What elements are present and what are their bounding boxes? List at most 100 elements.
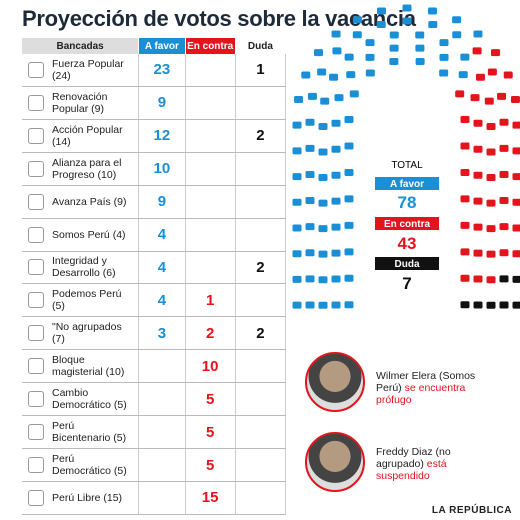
party-cell: Perú Libre (15) <box>22 481 140 514</box>
party-name: Podemos Perú (5) <box>52 288 122 313</box>
seat <box>305 144 315 152</box>
vote-cell: 9 <box>139 185 186 218</box>
seat <box>331 301 341 309</box>
note-status: está suspendido <box>376 458 447 482</box>
seat <box>349 90 359 98</box>
seat <box>320 97 330 105</box>
seat <box>292 250 302 258</box>
seat <box>452 31 462 39</box>
vote-cell <box>236 481 287 514</box>
party-cell: Bloque magisterial (10) <box>22 350 140 383</box>
note-name: Wilmer Elera (Somos Perú) <box>376 370 476 394</box>
party-name: Perú Libre (15) <box>52 491 123 504</box>
seat <box>499 249 509 257</box>
seat <box>415 44 425 52</box>
seat <box>344 248 354 256</box>
party-logo <box>28 489 44 506</box>
vote-cell: 9 <box>139 86 186 119</box>
seat <box>473 197 483 205</box>
header-cell: Bancadas <box>22 38 140 54</box>
note-name: Freddy Diaz (no agrupado) <box>376 446 451 470</box>
vote-cell: 15 <box>186 481 236 514</box>
seat <box>292 301 302 309</box>
party-name: Cambio Democrático (5) <box>52 387 127 412</box>
vote-cell <box>139 481 186 514</box>
party-cell: Renovación Popular (9) <box>22 86 140 119</box>
seat <box>305 223 315 231</box>
seat <box>499 144 509 152</box>
seat <box>428 20 438 28</box>
title: Proyección de votos sobre la vacancia <box>22 6 416 31</box>
seat <box>332 47 342 55</box>
contra-label: En contra <box>384 219 431 230</box>
seat <box>318 250 328 258</box>
vote-cell: 23 <box>139 54 186 86</box>
source: LA REPÚBLICA <box>431 505 512 516</box>
seat <box>329 73 339 81</box>
total-label: TOTAL <box>391 160 423 171</box>
seat <box>499 118 509 126</box>
vote-cell <box>139 350 186 383</box>
seat <box>473 301 483 309</box>
seat <box>318 199 328 207</box>
party-logo <box>28 193 44 210</box>
party-logo <box>28 127 44 144</box>
party-logo <box>28 325 44 342</box>
vote-cell <box>139 416 186 449</box>
seat <box>352 16 362 24</box>
vote-cell: 1 <box>186 284 236 317</box>
seat <box>331 30 341 38</box>
seat <box>377 7 387 15</box>
seat <box>439 69 449 77</box>
party-name: Alianza para el Progreso (10) <box>52 156 122 181</box>
seat <box>331 197 341 205</box>
seat <box>314 49 324 57</box>
seat <box>331 119 341 127</box>
duda-total: 7 <box>402 274 411 293</box>
seat <box>305 301 315 309</box>
seat <box>318 301 328 309</box>
favor-total: 78 <box>398 193 417 212</box>
table-row: Podemos Perú (5) 4 1 <box>22 284 287 318</box>
seat <box>292 224 302 232</box>
label-bg <box>375 177 439 190</box>
seat <box>460 53 470 61</box>
seat <box>486 148 496 156</box>
seat <box>472 47 482 55</box>
seat <box>475 73 485 81</box>
seat <box>458 71 468 79</box>
seat <box>415 31 425 39</box>
seat <box>294 96 304 104</box>
party-cell: Perú Bicentenario (5) <box>22 416 140 449</box>
party-logo <box>28 226 44 243</box>
seat <box>490 49 500 57</box>
party-cell: Acción Popular (14) <box>22 119 140 152</box>
seat <box>473 275 483 283</box>
vote-cell: 1 <box>236 54 287 86</box>
seat <box>415 58 425 66</box>
votes-table: Bancadas A favor En contra Duda Fuerza P… <box>22 38 287 515</box>
vote-cell <box>236 350 287 383</box>
table-row: Perú Democrático (5) 5 <box>22 449 287 482</box>
seat <box>344 274 354 282</box>
seat-group <box>292 4 483 309</box>
vote-cell <box>139 449 186 481</box>
seat <box>305 170 315 178</box>
seat <box>470 94 480 102</box>
seat <box>473 171 483 179</box>
seat <box>365 53 375 61</box>
seat <box>486 122 496 130</box>
seat <box>389 31 399 39</box>
seat <box>503 71 513 79</box>
seat <box>473 145 483 153</box>
party-cell: Perú Democrático (5) <box>22 449 140 481</box>
vote-cell <box>186 185 236 218</box>
seat <box>292 147 302 155</box>
seat <box>331 223 341 231</box>
seat <box>344 116 354 124</box>
vote-cell: 5 <box>186 449 236 481</box>
seat <box>460 301 470 309</box>
header-cell: Duda <box>236 38 287 54</box>
table-row: Integridad y Desarrollo (6) 4 2 <box>22 251 287 285</box>
